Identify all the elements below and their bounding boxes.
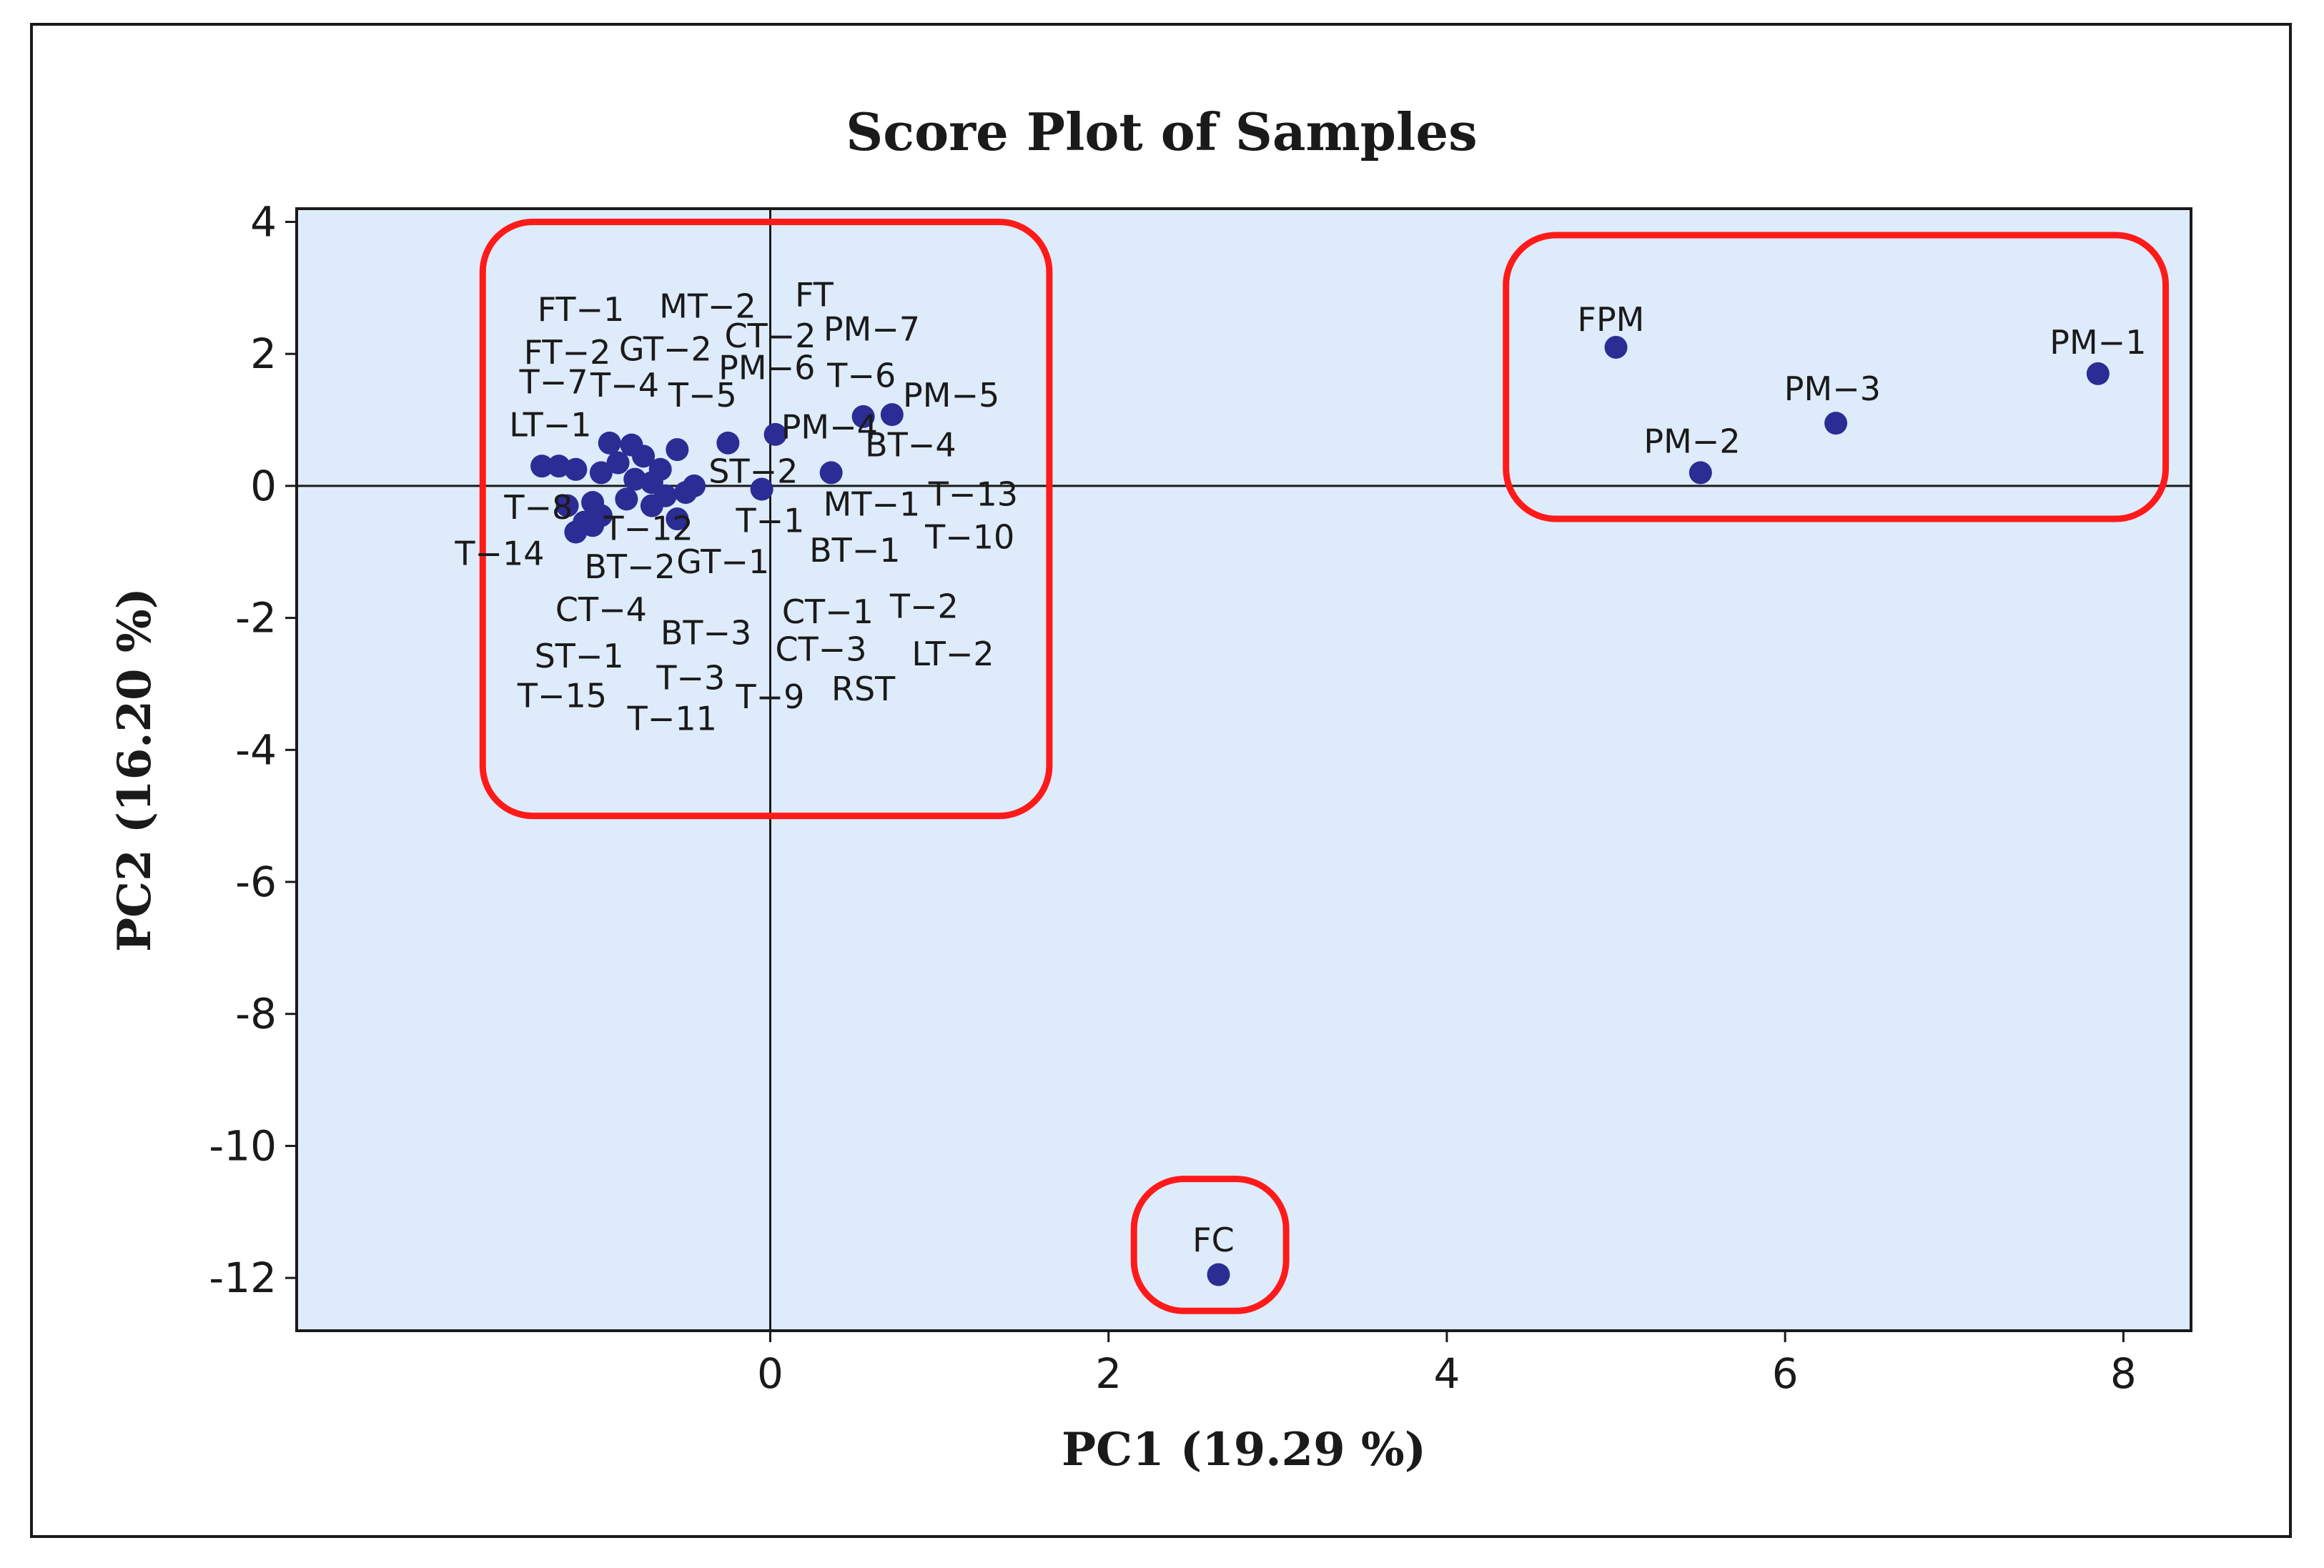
point-label: FC	[1192, 1221, 1235, 1259]
point-label: FPM	[1577, 300, 1644, 339]
point-label: T−10	[924, 518, 1014, 557]
point-label: PM−5	[903, 376, 999, 415]
y-tick-label: -8	[235, 990, 277, 1038]
point-label: GT−1	[676, 542, 769, 581]
highlight-box	[479, 218, 1053, 820]
point-label: PM−2	[1643, 422, 1740, 461]
data-point	[640, 471, 663, 495]
data-point	[606, 451, 630, 475]
y-axis-title: PC2 (16.20 %)	[108, 587, 162, 952]
point-label: MT−1	[824, 485, 921, 523]
data-point	[666, 507, 689, 531]
point-label: PM−6	[718, 348, 815, 387]
point-label: T−13	[928, 475, 1018, 514]
data-point	[1824, 412, 1848, 435]
point-label: T−6	[826, 356, 896, 395]
point-label: ST−1	[535, 637, 624, 675]
point-label: T−15	[517, 676, 607, 715]
x-tick-label: 4	[1433, 1349, 1460, 1398]
point-label: T−9	[736, 678, 805, 716]
data-point	[1604, 335, 1628, 359]
data-point	[716, 431, 740, 455]
data-point	[589, 461, 613, 485]
plot-area	[295, 207, 2192, 1332]
data-point	[623, 467, 647, 491]
point-label: RST	[831, 670, 896, 708]
point-label: T−14	[454, 535, 544, 573]
point-label: MT−2	[659, 287, 756, 325]
data-point	[581, 514, 605, 537]
point-label: BT−2	[584, 547, 675, 586]
point-label: PM−4	[781, 407, 878, 446]
data-point	[2086, 362, 2110, 385]
x-axis-ticks: 0 2 4 6 8	[757, 1331, 2137, 1398]
data-point	[750, 477, 773, 501]
data-point	[615, 487, 638, 511]
x-tick-label: 8	[2110, 1349, 2137, 1398]
x-axis-title: PC1 (19.29 %)	[1062, 1423, 1426, 1477]
point-label: CT−2	[724, 317, 816, 355]
point-label: FT−1	[538, 290, 625, 329]
point-label: BT−1	[809, 531, 900, 570]
data-point	[683, 474, 706, 497]
chart-title: Score Plot of Samples	[846, 101, 1477, 162]
point-label: T−11	[627, 700, 717, 738]
point-label: BT−3	[661, 614, 751, 652]
point-label: FT	[795, 276, 834, 314]
data-point	[547, 455, 570, 478]
data-point	[1688, 461, 1712, 485]
highlight-box	[1503, 232, 2170, 522]
point-label: FT−2	[524, 333, 611, 372]
point-label: CT−1	[782, 592, 874, 631]
point-label: T−5	[668, 376, 737, 415]
data-point	[564, 457, 588, 481]
x-tick-label: 6	[1772, 1349, 1799, 1398]
data-point	[555, 494, 579, 517]
y-tick-label: -6	[235, 858, 277, 906]
data-point	[666, 438, 689, 462]
point-label: LT−1	[509, 406, 591, 445]
y-tick-label: -12	[209, 1254, 277, 1302]
point-label: PM−3	[1784, 369, 1881, 408]
data-point	[819, 461, 843, 485]
data-point	[880, 403, 904, 427]
data-point	[640, 494, 663, 517]
point-label: T−8	[503, 488, 573, 527]
point-label: T−3	[656, 658, 725, 697]
point-label: T−4	[590, 366, 659, 405]
point-label: PM−1	[2049, 323, 2146, 362]
point-label: CT−3	[775, 630, 866, 669]
point-label: BT−4	[865, 425, 956, 464]
y-tick-label: 0	[250, 462, 277, 510]
point-label: T−1	[736, 502, 805, 540]
y-tick-label: -4	[235, 725, 277, 774]
data-point	[530, 455, 554, 478]
x-tick-label: 2	[1095, 1349, 1122, 1398]
highlight-box	[1130, 1176, 1290, 1314]
data-point	[851, 405, 875, 428]
point-label: CT−4	[555, 590, 647, 629]
y-tick-label: -2	[235, 594, 277, 642]
data-point	[1207, 1263, 1230, 1286]
point-label: T−7	[519, 363, 588, 402]
point-label: T−12	[603, 510, 693, 548]
y-axis-ticks: 4 2 0 -2 -4 -6 -8 -10 -12	[209, 197, 297, 1302]
point-label: GT−2	[619, 329, 712, 368]
x-tick-label: 0	[757, 1349, 783, 1398]
point-label: T−2	[889, 587, 959, 626]
zero-reference-lines	[297, 209, 2191, 1331]
y-tick-label: 4	[250, 197, 277, 246]
point-label: ST−2	[708, 452, 798, 490]
data-point	[763, 422, 787, 446]
highlight-boxes	[479, 218, 2170, 1314]
y-tick-label: -10	[209, 1121, 277, 1170]
y-tick-label: 2	[250, 329, 277, 378]
data-points	[530, 335, 2110, 1286]
point-label: PM−7	[824, 310, 920, 349]
data-point	[620, 433, 643, 457]
data-point	[598, 431, 621, 455]
point-label: LT−2	[911, 635, 994, 673]
